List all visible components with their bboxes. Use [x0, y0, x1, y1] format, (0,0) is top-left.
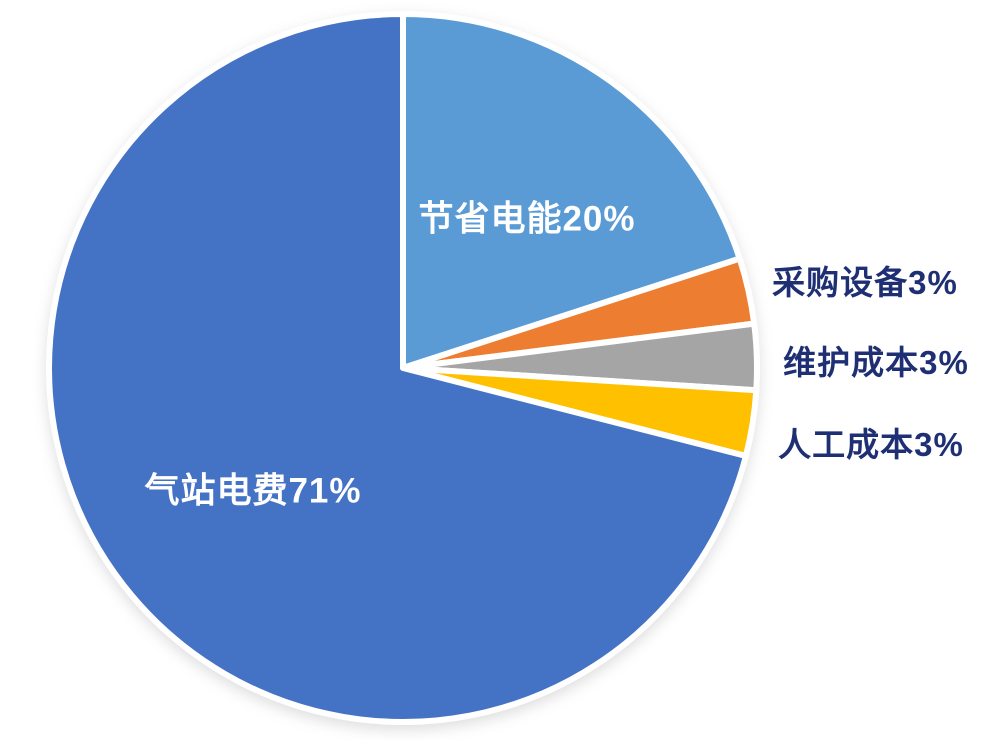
slice-label-weihu-chengben: 维护成本3%	[783, 344, 969, 381]
pie-slice-节省电能	[400, 11, 743, 371]
slice-label-jiesheng-dianneng: 节省电能20%	[418, 199, 636, 239]
slice-label-qizhan-dianfei: 气站电费71%	[144, 471, 362, 511]
slice-label-rengong-chengben: 人工成本3%	[778, 426, 964, 463]
slice-label-caigou-shebei: 采购设备3%	[772, 264, 958, 301]
pie-slice-气站电费	[46, 11, 749, 725]
